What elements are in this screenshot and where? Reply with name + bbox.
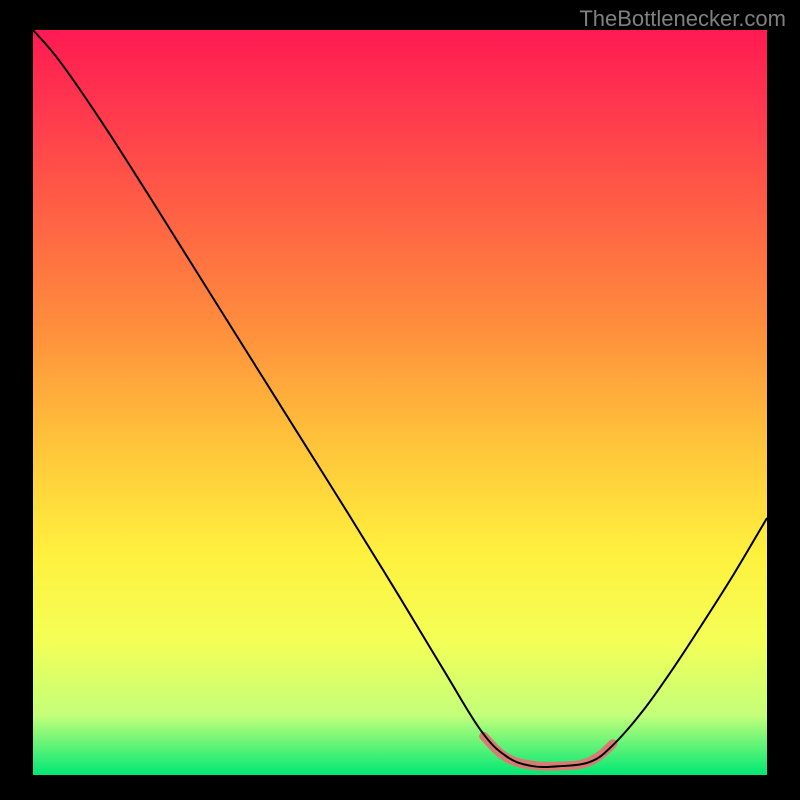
bottleneck-chart <box>0 0 800 800</box>
gradient-background <box>33 30 767 775</box>
chart-container: TheBottlenecker.com <box>0 0 800 800</box>
watermark-text: TheBottlenecker.com <box>579 6 786 32</box>
